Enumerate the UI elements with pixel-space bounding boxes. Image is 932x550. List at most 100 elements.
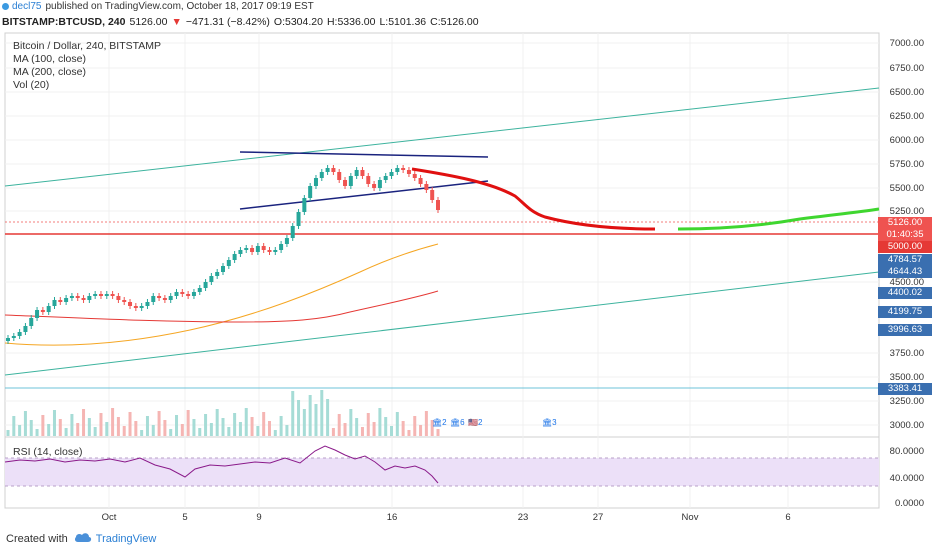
rsi-legend[interactable]: RSI (14, close) (13, 446, 83, 458)
volume-bar (273, 430, 277, 436)
time-tick: 5 (182, 512, 188, 523)
candle (308, 186, 313, 198)
candle (337, 172, 342, 180)
volume-bar (157, 411, 161, 436)
candle (58, 300, 63, 302)
tradingview-brand[interactable]: TradingView (95, 532, 157, 545)
volume-bar (384, 417, 388, 436)
support-tag: 5000.00 (878, 241, 932, 253)
volume-bar (41, 415, 45, 436)
dividend-event-icon[interactable]: 🏛2 (432, 418, 447, 427)
candle (418, 178, 423, 184)
price-tick: 6500.00 (889, 87, 924, 98)
candle (29, 318, 34, 326)
volume-bar (366, 413, 370, 436)
open-value: O:5304.20 (273, 15, 323, 28)
price-tick: 3000.00 (889, 420, 924, 431)
candle (11, 336, 16, 338)
level-tag: 4784.57 (878, 254, 932, 266)
volume-bar (320, 390, 324, 436)
volume-bar (35, 429, 39, 436)
volume-bar (256, 426, 260, 436)
countdown-tag: 01:40:35 (878, 229, 932, 241)
last-price-tag: 5126.00 (878, 217, 932, 229)
volume-bar (122, 426, 126, 436)
volume-bar (64, 428, 68, 436)
volume-bar (128, 412, 132, 436)
price-tick: 3750.00 (889, 348, 924, 359)
volume-bar (407, 430, 411, 436)
volume-bar (151, 425, 155, 436)
candle (186, 294, 191, 296)
rsi-line (4, 445, 439, 484)
volume-bar (180, 424, 184, 436)
candle (267, 250, 272, 252)
candle (255, 246, 260, 252)
triangle-upper-line (239, 151, 489, 158)
volume-bar (163, 420, 167, 436)
candle (366, 176, 371, 184)
candle (343, 180, 348, 186)
candle (157, 296, 162, 298)
volume-legend[interactable]: Vol (20) (13, 79, 50, 91)
volume-bar (314, 404, 318, 436)
candle (168, 296, 173, 300)
volume-bar (262, 412, 266, 436)
candle (162, 298, 167, 300)
dividend-event-icon[interactable]: 🇺🇸2 (468, 418, 483, 427)
candle (40, 310, 45, 312)
candle (430, 190, 435, 200)
volume-bar (355, 418, 359, 436)
candle (23, 326, 28, 332)
level-tag: 3996.63 (878, 324, 932, 336)
dividend-event-icon[interactable]: 🏛3 (542, 418, 557, 427)
time-tick: 9 (256, 512, 262, 523)
volume-bar (209, 423, 213, 436)
time-tick: 27 (592, 512, 604, 523)
candle (331, 168, 336, 172)
price-tick: 5500.00 (889, 183, 924, 194)
candle (372, 184, 377, 188)
volume-bar (244, 408, 248, 436)
price-pane-border (4, 32, 880, 438)
candle (139, 306, 144, 308)
volume-bar (204, 414, 208, 436)
level-tag: 4199.75 (878, 306, 932, 318)
ma100-legend[interactable]: MA (100, close) (13, 53, 86, 65)
volume-bar (227, 427, 231, 436)
candle (354, 170, 359, 176)
candle (145, 302, 150, 306)
candle (250, 248, 255, 252)
candle (104, 294, 109, 296)
volume-bar (291, 391, 295, 436)
projection-up-path (677, 207, 880, 231)
candle (35, 310, 40, 318)
dividend-event-icon[interactable]: 🏛6 (450, 418, 465, 427)
candle (133, 306, 138, 308)
price-tick: 5750.00 (889, 159, 924, 170)
volume-bar (18, 425, 22, 436)
volume-bar (372, 422, 376, 436)
candle (197, 288, 202, 292)
tradingview-cloud-icon (74, 532, 92, 546)
candle (215, 272, 220, 276)
author-name[interactable]: decl75 (12, 1, 42, 12)
price-tick: 6750.00 (889, 63, 924, 74)
candle (128, 302, 133, 306)
volume-bar (6, 430, 10, 436)
ma200-legend[interactable]: MA (200, close) (13, 66, 86, 78)
price-change: −471.31 (−8.42%) (185, 15, 270, 28)
volume-bar (297, 400, 301, 436)
volume-bar (343, 423, 347, 436)
candle (64, 298, 69, 302)
channel-upper-line (4, 87, 880, 187)
volume-bar (140, 430, 144, 436)
low-value: L:5101.36 (379, 15, 427, 28)
triangle-lower-line (239, 180, 489, 210)
price-tick: 6250.00 (889, 111, 924, 122)
volume-bar (331, 428, 335, 436)
candle (81, 298, 86, 300)
time-tick: 6 (785, 512, 791, 523)
volume-bar (233, 413, 237, 436)
